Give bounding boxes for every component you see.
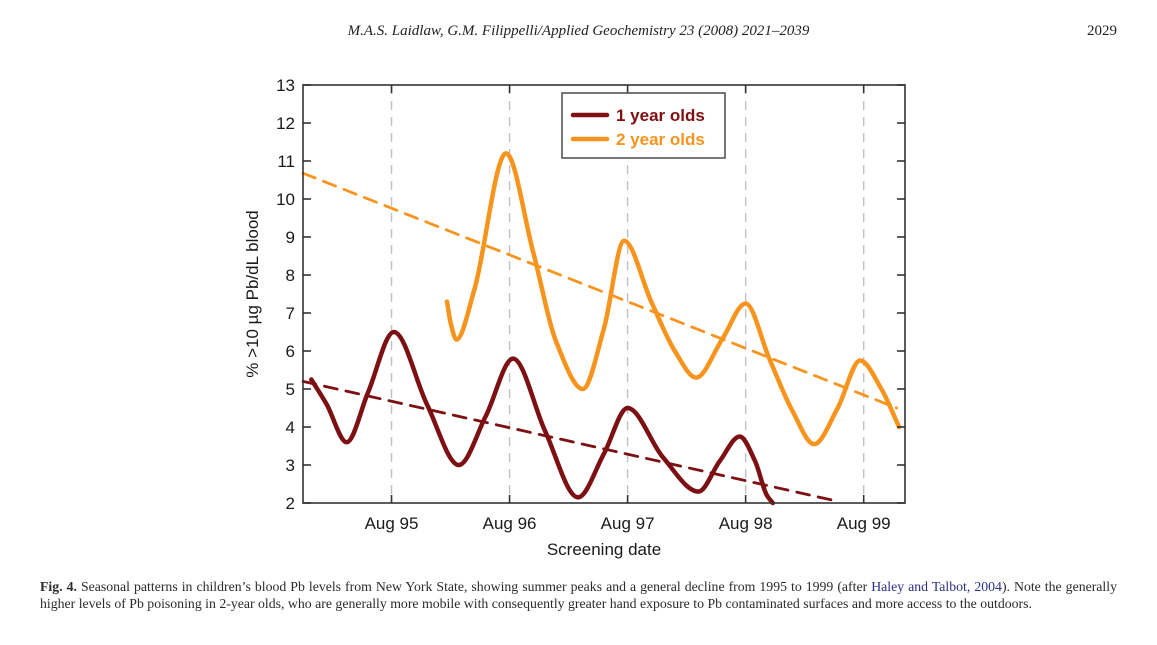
- caption-label: Fig. 4.: [40, 579, 77, 594]
- y-tick-label: 5: [286, 380, 295, 399]
- x-tick-label: Aug 96: [483, 514, 537, 533]
- y-tick-label: 9: [286, 228, 295, 247]
- running-head: M.A.S. Laidlaw, G.M. Filippelli/Applied …: [40, 23, 1117, 40]
- plot-frame: [302, 84, 906, 504]
- trend-lines: [301, 171, 899, 502]
- tick-labels: Aug 95 Aug 96 Aug 97 Aug 98 Aug 99 2 3 4 5 6 7 8 9 10…: [276, 76, 891, 533]
- caption-text-2: ). Note the generally higher levels of P…: [40, 579, 1117, 611]
- y-tick-label: 6: [286, 342, 295, 361]
- citation-text: M.A.S. Laidlaw, G.M. Filippelli/Applied …: [347, 23, 810, 39]
- page-number: 2029: [1087, 23, 1117, 39]
- x-tick-label: Aug 98: [719, 514, 773, 533]
- axis-ticks: [303, 84, 905, 504]
- legend-label-2yr: 2 year olds: [616, 130, 705, 149]
- x-tick-label: Aug 97: [601, 514, 655, 533]
- x-axis-title: Screening date: [547, 540, 661, 559]
- data-curves: [309, 151, 902, 506]
- y-tick-label: 13: [276, 76, 295, 95]
- caption-text-1: Seasonal patterns in children’s blood Pb…: [76, 579, 872, 594]
- y-tick-label: 8: [286, 266, 295, 285]
- curve-1-year-olds: [309, 329, 776, 506]
- y-tick-label: 3: [286, 456, 295, 475]
- legend-box: [561, 92, 726, 159]
- caption-citation-link[interactable]: Haley and Talbot, 2004: [871, 579, 1002, 594]
- legend-label-1yr: 1 year olds: [616, 106, 705, 125]
- curve-1-year-olds-trend: [301, 380, 834, 502]
- y-tick-label: 12: [276, 114, 295, 133]
- legend: 1 year olds 2 year olds: [561, 92, 726, 159]
- y-tick-label: 4: [286, 418, 295, 437]
- y-tick-label: 7: [286, 304, 295, 323]
- y-axis-title: % >10 µg Pb/dL blood: [243, 210, 262, 378]
- curve-2-year-olds-trend: [301, 171, 899, 410]
- y-tick-label: 11: [277, 152, 295, 171]
- y-tick-label: 10: [276, 190, 295, 209]
- curve-2-year-olds: [444, 151, 902, 447]
- figure-caption: Fig. 4. Seasonal patterns in children’s …: [40, 578, 1117, 612]
- x-tick-label: Aug 95: [365, 514, 419, 533]
- y-tick-label: 2: [286, 494, 295, 513]
- x-tick-label: Aug 99: [837, 514, 891, 533]
